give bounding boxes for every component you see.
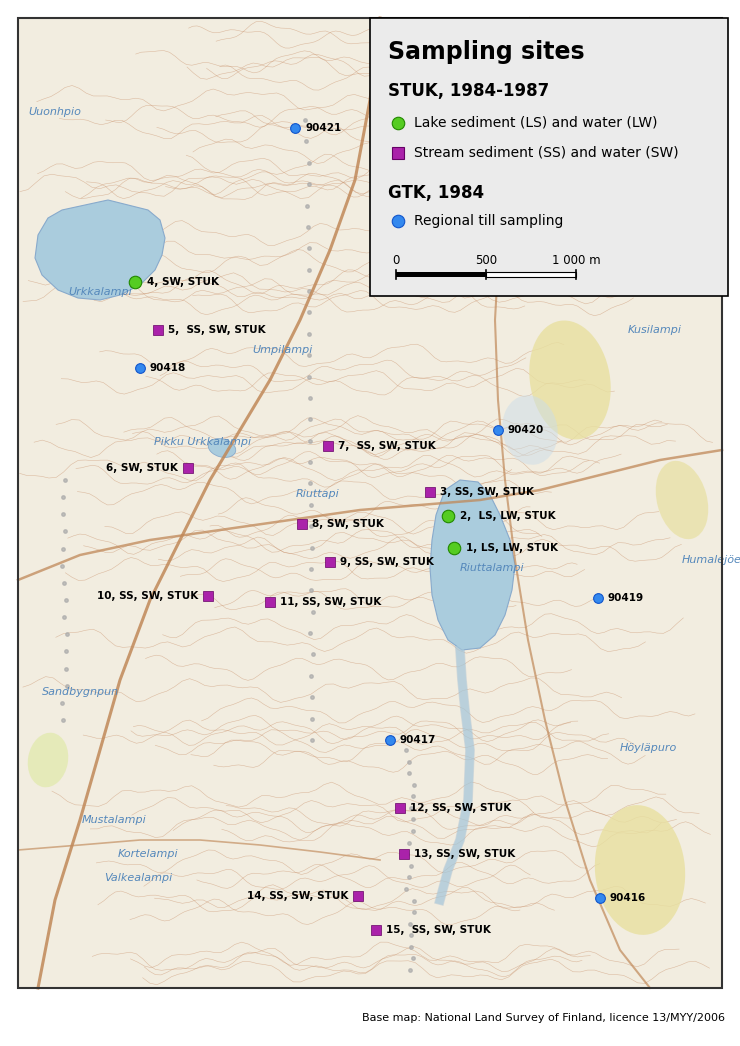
Text: GTK, 1984: GTK, 1984 — [388, 184, 484, 202]
Text: Humalejöe: Humalejöe — [682, 555, 740, 565]
Text: Uuonhpio: Uuonhpio — [28, 107, 81, 117]
Text: 0: 0 — [392, 254, 400, 268]
Text: 90418: 90418 — [150, 363, 186, 373]
Polygon shape — [430, 480, 515, 650]
Text: 10, SS, SW, STUK: 10, SS, SW, STUK — [97, 591, 198, 601]
Text: 90420: 90420 — [508, 425, 544, 435]
Text: Regional till sampling: Regional till sampling — [414, 214, 563, 228]
Text: 90421: 90421 — [305, 123, 341, 133]
Text: 90419: 90419 — [608, 593, 644, 602]
Text: Stream sediment (SS) and water (SW): Stream sediment (SS) and water (SW) — [414, 146, 679, 160]
Text: 90416: 90416 — [610, 893, 646, 903]
Text: 14, SS, SW, STUK: 14, SS, SW, STUK — [246, 891, 348, 901]
Text: Riuttapi: Riuttapi — [296, 488, 340, 499]
Ellipse shape — [208, 438, 236, 457]
Text: 90417: 90417 — [400, 735, 437, 745]
Text: Kortelampi: Kortelampi — [118, 849, 178, 859]
Text: 1, LS, LW, STUK: 1, LS, LW, STUK — [466, 543, 558, 553]
Text: 500: 500 — [475, 254, 497, 268]
Text: 4, SW, STUK: 4, SW, STUK — [147, 277, 219, 287]
Text: Kusilampi: Kusilampi — [628, 325, 682, 335]
Ellipse shape — [27, 732, 68, 788]
Text: 6, SW, STUK: 6, SW, STUK — [106, 463, 178, 473]
Text: 15,  SS, SW, STUK: 15, SS, SW, STUK — [386, 925, 491, 935]
Text: 1 000 m: 1 000 m — [552, 254, 600, 268]
Text: 5,  SS, SW, STUK: 5, SS, SW, STUK — [168, 325, 266, 335]
Text: Urkkalampi: Urkkalampi — [68, 287, 132, 297]
Text: STUK, 1984-1987: STUK, 1984-1987 — [388, 82, 549, 100]
Ellipse shape — [656, 461, 708, 539]
Text: 2,  LS, LW, STUK: 2, LS, LW, STUK — [460, 511, 556, 521]
Text: 9, SS, SW, STUK: 9, SS, SW, STUK — [340, 558, 434, 567]
Ellipse shape — [529, 320, 610, 439]
Text: 12, SS, SW, STUK: 12, SS, SW, STUK — [410, 803, 511, 813]
Text: 3, SS, SW, STUK: 3, SS, SW, STUK — [440, 487, 534, 497]
Text: Riuttalampi: Riuttalampi — [460, 563, 525, 573]
Text: 11, SS, SW, STUK: 11, SS, SW, STUK — [280, 597, 381, 607]
Text: Umpilampi: Umpilampi — [252, 345, 312, 355]
Text: Höyläpuro: Höyläpuro — [620, 743, 677, 753]
Text: Sampling sites: Sampling sites — [388, 40, 585, 64]
Bar — [396, 272, 486, 276]
Text: Mustalampi: Mustalampi — [82, 815, 147, 825]
Text: Valkealampi: Valkealampi — [104, 873, 172, 883]
Text: Base map: National Land Survey of Finland, licence 13/MYY/2006: Base map: National Land Survey of Finlan… — [362, 1013, 725, 1023]
Ellipse shape — [502, 395, 558, 464]
Text: 8, SW, STUK: 8, SW, STUK — [312, 519, 384, 529]
Text: 13, SS, SW, STUK: 13, SS, SW, STUK — [414, 849, 515, 859]
Bar — [486, 272, 576, 276]
Ellipse shape — [595, 805, 685, 935]
Polygon shape — [35, 200, 165, 300]
Text: 7,  SS, SW, STUK: 7, SS, SW, STUK — [338, 441, 436, 451]
Text: Pikku Urkkalampi: Pikku Urkkalampi — [154, 437, 251, 447]
Bar — [370, 18, 728, 296]
Text: Lake sediment (LS) and water (LW): Lake sediment (LS) and water (LW) — [414, 116, 658, 130]
Text: Sandbygnpun: Sandbygnpun — [42, 687, 119, 697]
